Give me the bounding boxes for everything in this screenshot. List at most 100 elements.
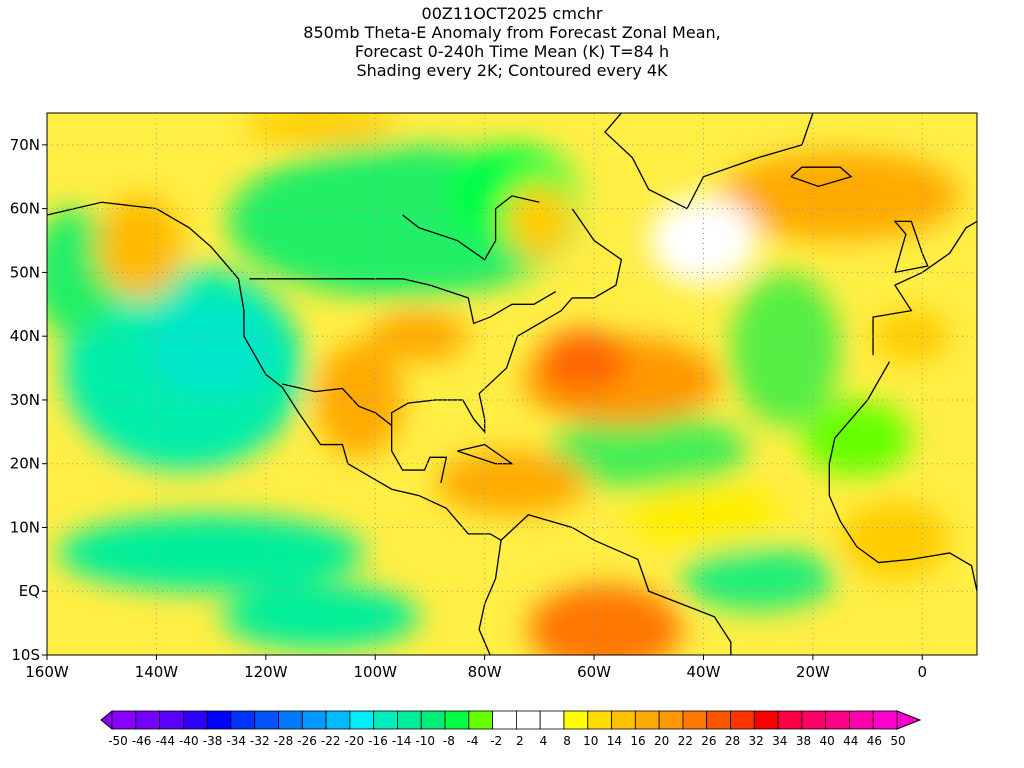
coastline-iceland (790, 166, 853, 188)
colorbar-swatch (444, 710, 470, 730)
colorbar-label: 20 (654, 734, 669, 748)
colorbar-swatch (278, 710, 303, 730)
colorbar-label: -10 (415, 734, 435, 748)
anomaly-region-arctic-warm (243, 113, 398, 145)
gridlines (47, 113, 977, 655)
colorbar-swatch (872, 710, 898, 730)
anomaly-region-africa-warm (840, 501, 950, 579)
coastline-south-america-north (500, 513, 732, 655)
lon-tick-label: 100W (354, 663, 398, 681)
colorbar-label: -20 (345, 734, 365, 748)
colorbar-swatch (753, 710, 779, 730)
colorbar-swatch (325, 710, 351, 730)
anomaly-region-tropical-pacific-cold (57, 514, 365, 592)
colorbar-swatch (563, 710, 589, 730)
colorbar-label: -44 (155, 734, 175, 748)
colorbar-swatch (539, 710, 565, 730)
colorbar-swatch (230, 710, 256, 730)
lon-tick-label: 60W (577, 663, 611, 681)
colorbar-label: 4 (540, 734, 548, 748)
colorbar-label: 50 (890, 734, 905, 748)
colorbar-label: 40 (819, 734, 834, 748)
colorbar-label: 34 (772, 734, 787, 748)
colorbar-min-arrow (100, 709, 113, 731)
title-line-variable: 850mb Theta-E Anomaly from Forecast Zona… (303, 23, 721, 42)
anomaly-region-greenland-warm (506, 183, 573, 260)
lon-tick-label: 20W (796, 663, 830, 681)
colorbar-swatch (658, 710, 684, 730)
colorbar-label: 46 (867, 734, 882, 748)
colorbar-label: 38 (796, 734, 811, 748)
lon-tick-label: 40W (687, 663, 721, 681)
lat-tick-label: 20N (10, 455, 40, 473)
title-line-forecast: Forecast 0-240h Time Mean (K) T=84 h (354, 42, 670, 61)
colorbar-swatch (849, 710, 874, 730)
coastline-gulf-coast (390, 208, 623, 434)
colorbar-swatch (397, 710, 422, 730)
anomaly-region-tropical-atlantic-yellow (626, 482, 781, 547)
lat-tick-label: 30N (10, 391, 40, 409)
colorbar-max-arrow (896, 710, 922, 730)
anomaly-region-ne-atlantic-neutral (648, 195, 759, 286)
colorbar-label: -50 (108, 734, 128, 748)
coastline-hudson-bay (402, 195, 540, 261)
border-us-canada (249, 278, 557, 325)
colorbar-swatch (111, 710, 137, 730)
anomaly-shading (47, 113, 977, 655)
anomaly-region-atlantic-cold (550, 412, 748, 490)
coastline-uk (893, 220, 929, 274)
colorbar-label: -22 (321, 734, 341, 748)
title-line-shading: Shading every 2K; Contoured every 4K (356, 61, 668, 80)
lat-tick-label: 70N (10, 136, 40, 154)
anomaly-region-s-pacific-cold (222, 584, 419, 649)
plot-title: 00Z11OCT2025 cmchr 850mb Theta-E Anomaly… (0, 4, 1024, 80)
colorbar-label: 26 (701, 734, 716, 748)
colorbar: -50 -46 -44 -40 -38 -34 -32 -28 -26 -22 -20 -16 -14-… (100, 709, 922, 748)
colorbar-label: -2 (490, 734, 502, 748)
colorbar-label: -28 (274, 734, 294, 748)
anomaly-region-caribbean-warm (435, 450, 589, 515)
colorbar-swatch (492, 710, 517, 730)
lat-tick-label: 40N (10, 327, 40, 345)
colorbar-label: -16 (368, 734, 388, 748)
colorbar-label: 28 (725, 734, 740, 748)
anomaly-region-ne-atlantic-warm (719, 151, 961, 241)
lon-tick-label: 80W (468, 663, 502, 681)
colorbar-label: -34 (226, 734, 246, 748)
colorbar-label: 22 (678, 734, 693, 748)
lon-tick-label: 0 (918, 663, 928, 681)
colorbar-swatch (706, 710, 731, 730)
colorbar-label: 10 (583, 734, 598, 748)
lat-tick-label: 50N (10, 263, 40, 281)
colorbar-label: 16 (630, 734, 645, 748)
colorbar-label: 32 (749, 734, 764, 748)
colorbar-label: 8 (563, 734, 571, 748)
colorbar-swatch (135, 710, 160, 730)
colorbar-swatch (159, 710, 184, 730)
colorbar-swatch (634, 710, 660, 730)
anomaly-region-atlantic-warm-core (539, 329, 627, 394)
colorbar-swatch (420, 710, 446, 730)
colorbar-swatch (801, 710, 827, 730)
anomaly-region-alaska-warm (96, 195, 184, 298)
colorbar-label: -32 (250, 734, 270, 748)
plot-frame (46, 112, 978, 656)
title-line-run: 00Z11OCT2025 cmchr (421, 4, 603, 23)
colorbar-swatch (301, 710, 327, 730)
colorbar-label: -38 (203, 734, 223, 748)
lat-tick-label: 10N (10, 518, 40, 536)
coastline-africa (828, 361, 977, 592)
colorbar-swatch (468, 710, 494, 730)
colorbar-swatch (825, 710, 850, 730)
lat-tick-label: 60N (10, 200, 40, 218)
anomaly-region-midatlantic-cold (730, 272, 841, 426)
colorbar-label: -8 (443, 734, 455, 748)
coastline-mexico-gulf (390, 425, 448, 483)
colorbar-label: 14 (607, 734, 622, 748)
colorbar-label: -14 (392, 734, 412, 748)
lon-tick-label: 160W (25, 663, 69, 681)
anomaly-region-iberia-warm (873, 310, 950, 362)
border-us-mexico (282, 383, 393, 426)
colorbar-swatch (182, 710, 208, 730)
colorbar-swatch (349, 710, 375, 730)
